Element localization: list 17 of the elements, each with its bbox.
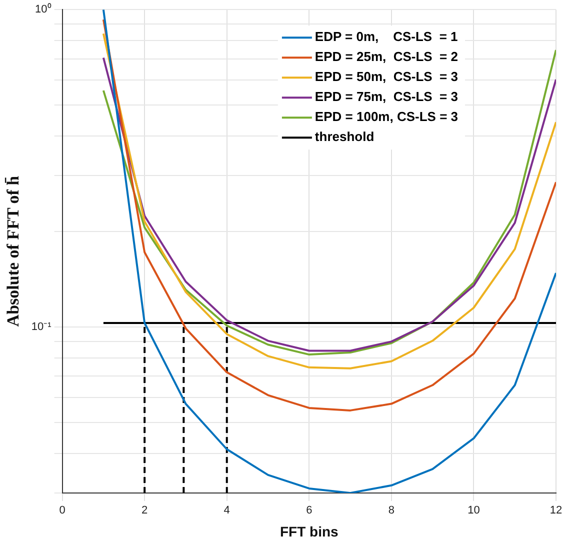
x-tick-label: 0: [59, 504, 66, 517]
x-tick-label: 10: [468, 504, 480, 517]
x-tick-label: 4: [224, 504, 230, 517]
x-tick-label: 2: [142, 504, 148, 517]
x-axis-title: FFT bins: [280, 523, 339, 540]
legend-label: threshold: [314, 129, 374, 144]
legend-label: EPD = 50m, CS-LS = 3: [314, 69, 458, 84]
legend-label: EPD = 100m, CS-LS = 3: [314, 109, 458, 124]
y-axis-title: Absolute of FFT of h̄: [4, 175, 23, 327]
x-tick-label: 6: [306, 504, 312, 517]
x-tick-label: 8: [388, 504, 394, 517]
x-tick-label: 12: [550, 504, 562, 517]
legend-label: EPD = 75m, CS-LS = 3: [314, 89, 458, 104]
y-tick-label: 10⁻¹: [31, 321, 52, 334]
y-tick-label: 10⁰: [35, 2, 52, 16]
legend-label: EPD = 25m, CS-LS = 2: [314, 49, 458, 64]
legend-label: EDP = 0m, CS-LS = 1: [314, 29, 458, 44]
